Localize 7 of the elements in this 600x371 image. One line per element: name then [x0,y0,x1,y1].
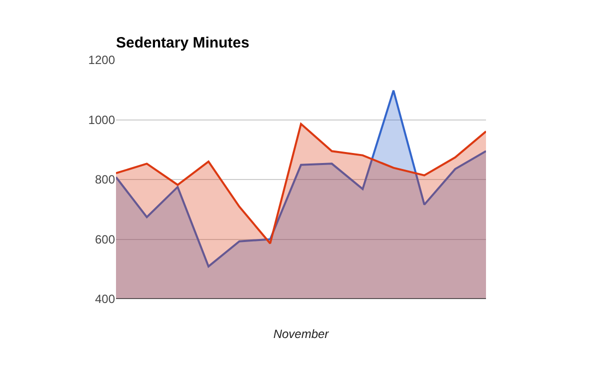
y-tick-label: 1200 [88,53,116,68]
y-tick-label: 1000 [88,112,116,127]
y-tick-label: 800 [94,172,116,187]
chart-title: Sedentary Minutes [116,34,250,52]
y-tick-label: 400 [94,292,116,306]
x-axis-title: November [273,326,330,341]
y-tick-label: 600 [94,232,116,246]
